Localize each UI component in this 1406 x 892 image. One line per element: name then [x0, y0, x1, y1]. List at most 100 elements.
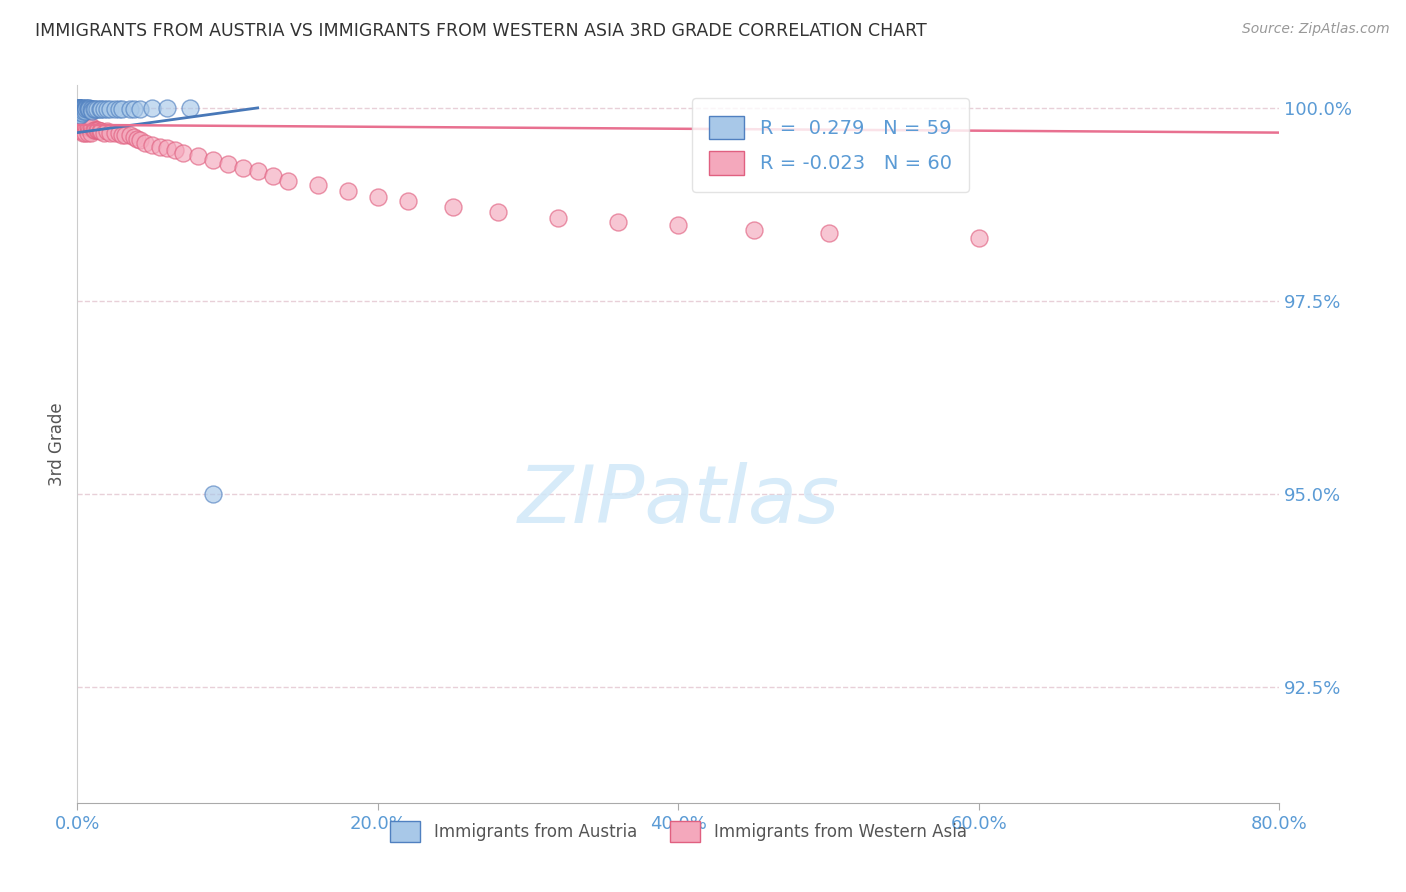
Point	[73, 101, 96, 115]
Point	[118, 102, 141, 116]
Point	[86, 103, 108, 117]
Point	[83, 103, 105, 117]
Point	[79, 120, 101, 135]
Point	[96, 124, 118, 138]
Point	[67, 103, 90, 117]
Point	[73, 126, 96, 140]
Point	[72, 126, 94, 140]
Point	[66, 118, 89, 132]
Y-axis label: 3rd Grade: 3rd Grade	[48, 402, 66, 485]
Point	[69, 103, 91, 117]
Legend: Immigrants from Austria, Immigrants from Western Asia: Immigrants from Austria, Immigrants from…	[384, 814, 973, 848]
Point	[149, 139, 172, 153]
Point	[172, 145, 194, 160]
Point	[82, 120, 104, 135]
Point	[66, 104, 89, 119]
Point	[80, 120, 103, 135]
Point	[73, 120, 96, 135]
Point	[75, 103, 97, 117]
Text: Source: ZipAtlas.com: Source: ZipAtlas.com	[1241, 22, 1389, 37]
Point	[967, 230, 990, 244]
Point	[441, 200, 464, 214]
Point	[86, 122, 108, 136]
Point	[336, 184, 359, 198]
Point	[69, 103, 91, 117]
Point	[67, 101, 90, 115]
Point	[67, 118, 90, 132]
Point	[124, 130, 146, 145]
Text: ZIPatlas: ZIPatlas	[517, 462, 839, 541]
Point	[69, 122, 91, 136]
Point	[70, 101, 93, 115]
Point	[129, 102, 152, 116]
Point	[201, 487, 224, 501]
Point	[100, 126, 122, 140]
Point	[118, 128, 141, 142]
Point	[156, 101, 179, 115]
Point	[80, 126, 103, 140]
Point	[76, 101, 98, 115]
Point	[70, 118, 93, 132]
Point	[114, 128, 136, 142]
Point	[67, 103, 90, 117]
Point	[277, 174, 299, 188]
Point	[96, 102, 118, 116]
Point	[66, 109, 89, 123]
Point	[72, 101, 94, 115]
Point	[73, 103, 96, 117]
Point	[69, 101, 91, 115]
Point	[93, 126, 115, 140]
Point	[396, 194, 419, 208]
Point	[83, 122, 105, 136]
Point	[817, 226, 839, 240]
Point	[90, 103, 112, 117]
Point	[89, 124, 111, 138]
Point	[84, 122, 107, 136]
Point	[104, 102, 127, 116]
Point	[66, 107, 89, 121]
Point	[70, 106, 93, 120]
Point	[70, 103, 93, 118]
Point	[72, 103, 94, 118]
Point	[69, 103, 91, 118]
Point	[134, 136, 156, 150]
Point	[75, 101, 97, 115]
Point	[124, 102, 146, 116]
Point	[163, 144, 186, 158]
Point	[108, 126, 131, 140]
Point	[668, 219, 690, 233]
Point	[79, 103, 101, 117]
Point	[486, 205, 509, 219]
Point	[186, 149, 209, 163]
Point	[607, 215, 630, 229]
Point	[69, 104, 91, 119]
Point	[742, 223, 765, 237]
Point	[87, 122, 110, 136]
Point	[179, 101, 201, 115]
Point	[76, 120, 98, 135]
Point	[69, 106, 91, 120]
Point	[73, 103, 96, 118]
Point	[201, 153, 224, 168]
Point	[90, 124, 112, 138]
Point	[82, 103, 104, 117]
Point	[84, 103, 107, 117]
Point	[79, 101, 101, 115]
Point	[67, 101, 90, 115]
Point	[141, 101, 163, 115]
Point	[217, 157, 239, 171]
Point	[129, 133, 152, 147]
Point	[141, 138, 163, 153]
Point	[367, 190, 389, 204]
Point	[82, 103, 104, 118]
Point	[307, 178, 329, 193]
Point	[547, 211, 569, 225]
Text: IMMIGRANTS FROM AUSTRIA VS IMMIGRANTS FROM WESTERN ASIA 3RD GRADE CORRELATION CH: IMMIGRANTS FROM AUSTRIA VS IMMIGRANTS FR…	[35, 22, 927, 40]
Point	[69, 118, 91, 132]
Point	[67, 101, 90, 115]
Point	[70, 103, 93, 117]
Point	[67, 101, 90, 115]
Point	[72, 103, 94, 117]
Point	[127, 132, 149, 146]
Point	[69, 108, 91, 122]
